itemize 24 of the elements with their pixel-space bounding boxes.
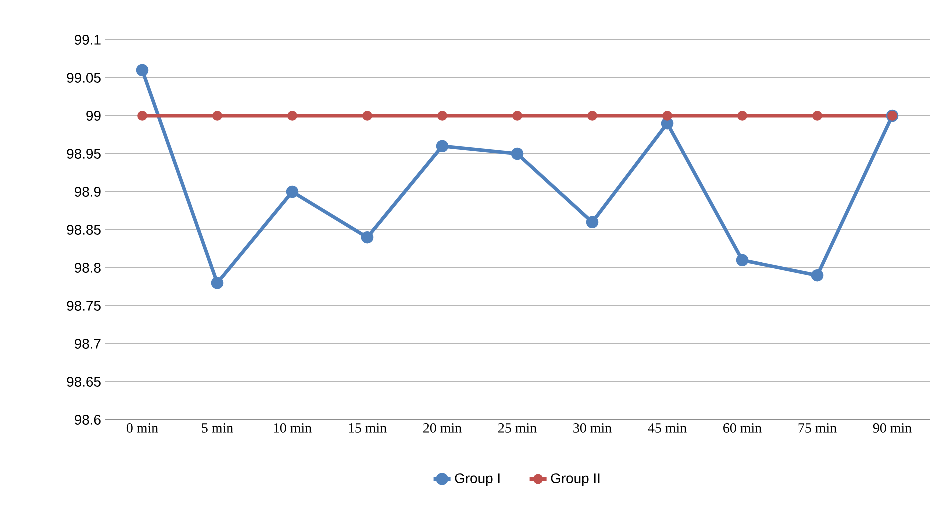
x-tick-label: 20 min bbox=[424, 424, 462, 433]
x-tick-label: 45 min bbox=[648, 424, 687, 433]
x-tick-label: 5 min bbox=[202, 424, 234, 433]
y-tick-label: 98.6 bbox=[74, 415, 101, 425]
x-tick-label: 15 min bbox=[349, 424, 387, 433]
y-tick-label: 98.95 bbox=[67, 149, 101, 159]
y-tick-label: 98.85 bbox=[67, 225, 101, 235]
x-tick-label: 0 min bbox=[126, 424, 158, 433]
y-tick-label: 99 bbox=[86, 111, 101, 121]
y-tick-label: 98.9 bbox=[74, 187, 101, 197]
x-tick-label: 75 min bbox=[798, 424, 837, 433]
legend-label: Group I bbox=[455, 474, 500, 486]
y-tick-label: 99.1 bbox=[74, 35, 101, 45]
x-tick-label: 25 min bbox=[498, 424, 537, 433]
x-tick-label: 30 min bbox=[574, 424, 612, 433]
y-tick-label: 99.05 bbox=[67, 73, 101, 83]
x-tick-label: 90 min bbox=[873, 424, 912, 433]
x-tick-label: 10 min bbox=[274, 424, 312, 433]
legend-label: Group II bbox=[551, 474, 600, 486]
y-tick-label: 98.8 bbox=[74, 263, 101, 273]
y-tick-label: 98.65 bbox=[67, 377, 101, 387]
y-tick-label: 98.75 bbox=[67, 301, 101, 311]
y-tick-label: 98.7 bbox=[74, 339, 101, 349]
x-tick-label: 60 min bbox=[724, 424, 762, 433]
